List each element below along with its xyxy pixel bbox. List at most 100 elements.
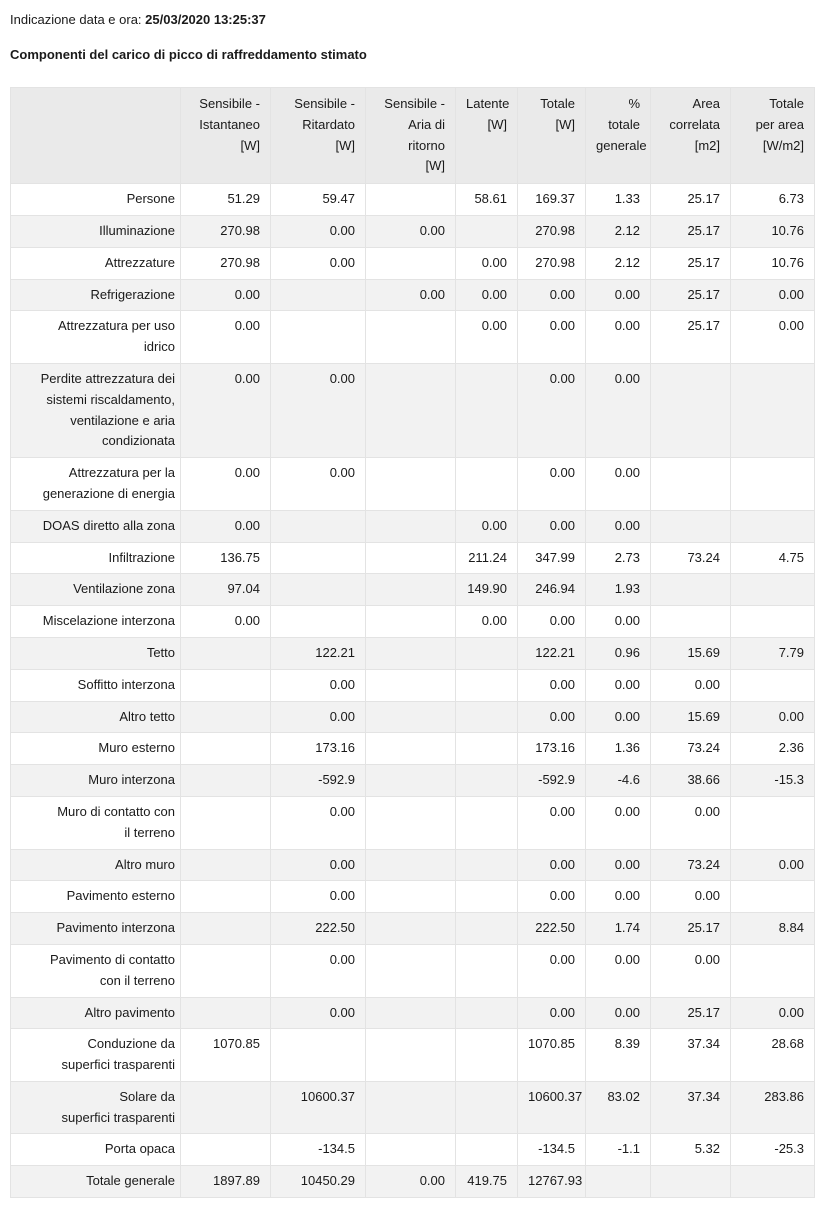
- column-header: Area correlata [m2]: [650, 86, 731, 185]
- column-header: [10, 86, 181, 185]
- cell-value: 0.00: [585, 362, 651, 459]
- cell-value: 0.00: [455, 246, 518, 280]
- cell-value: 0.00: [585, 509, 651, 543]
- cell-value: 10600.37: [517, 1080, 586, 1135]
- page-title: Componenti del carico di picco di raffre…: [10, 47, 367, 62]
- cell-value: [180, 1133, 271, 1167]
- cell-value: 58.61: [455, 183, 518, 216]
- row-label: Conduzione da superfici trasparenti: [10, 1028, 181, 1082]
- cell-value: [650, 457, 731, 511]
- cell-value: 0.00: [585, 996, 651, 1030]
- cell-value: 0.00: [180, 605, 271, 638]
- timestamp-label: Indicazione data e ora:: [10, 12, 142, 27]
- cell-value: 37.34: [650, 1080, 731, 1135]
- cell-value: 0.00: [585, 310, 651, 364]
- row-label: Muro interzona: [10, 764, 181, 797]
- cell-value: [270, 573, 366, 607]
- cell-value: 0.00: [730, 310, 815, 364]
- table-row: DOAS diretto alla zona 0.00 0.00 0.00 0.00: [10, 509, 815, 543]
- table-row: Attrezzatura per uso idrico 0.00 0.00 0.00 0…: [10, 310, 815, 364]
- cell-value: 122.21: [517, 636, 586, 670]
- cell-value: [455, 996, 518, 1030]
- table-row: Totale generale 1897.89 10450.29 0.00 419.75…: [10, 1165, 815, 1199]
- cell-value: 83.02: [585, 1080, 651, 1135]
- cell-value: 0.00: [585, 457, 651, 511]
- cell-value: [650, 362, 731, 459]
- cell-value: 0.00: [270, 700, 366, 734]
- cell-value: [365, 912, 456, 945]
- cell-value: [270, 278, 366, 312]
- cell-value: 10.76: [730, 214, 815, 248]
- cell-value: 12767.93: [517, 1165, 586, 1199]
- cell-value: [365, 943, 456, 998]
- table-row: Altro tetto 0.00 0.00 0.00 15.69 0.00: [10, 700, 815, 734]
- cell-value: 0.00: [455, 509, 518, 543]
- timestamp-line: Indicazione data e ora: 25/03/2020 13:25…: [10, 12, 814, 28]
- cell-value: 0.00: [270, 457, 366, 511]
- column-header: Totale per area [W/m2]: [730, 86, 815, 185]
- row-label: Ventilazione zona: [10, 573, 181, 607]
- cell-value: 0.00: [730, 700, 815, 734]
- cell-value: 0.00: [650, 880, 731, 914]
- cell-value: 73.24: [650, 848, 731, 882]
- row-label: Attrezzatura per la generazione di energ…: [10, 457, 181, 511]
- cell-value: 122.21: [270, 636, 366, 670]
- cell-value: 270.98: [180, 246, 271, 280]
- cell-value: 59.47: [270, 183, 366, 216]
- row-label: Pavimento interzona: [10, 912, 181, 945]
- table-row: Ventilazione zona 97.04 149.90 246.94 1.93: [10, 573, 815, 607]
- cell-value: -1.1: [585, 1133, 651, 1167]
- table-row: Pavimento di contatto con il terreno 0.00…: [10, 943, 815, 998]
- cell-value: 0.00: [517, 880, 586, 914]
- cell-value: [730, 668, 815, 702]
- cell-value: [365, 362, 456, 459]
- cell-value: 1.93: [585, 573, 651, 607]
- row-label: DOAS diretto alla zona: [10, 509, 181, 543]
- cell-value: [455, 1028, 518, 1082]
- column-header: % totale generale: [585, 86, 651, 185]
- cell-value: 0.00: [585, 880, 651, 914]
- cell-value: 222.50: [270, 912, 366, 945]
- cell-value: [455, 848, 518, 882]
- cell-value: 25.17: [650, 214, 731, 248]
- cell-value: 0.00: [180, 310, 271, 364]
- table-row: Pavimento interzona 222.50 222.50 1.74 25.17…: [10, 912, 815, 945]
- cell-value: [365, 996, 456, 1030]
- cell-value: [180, 795, 271, 850]
- cell-value: 0.00: [270, 943, 366, 998]
- row-label: Attrezzatura per uso idrico: [10, 310, 181, 364]
- row-label: Solare da superfici trasparenti: [10, 1080, 181, 1135]
- cell-value: 136.75: [180, 541, 271, 575]
- cell-value: 8.84: [730, 912, 815, 945]
- cell-value: 0.00: [585, 700, 651, 734]
- cell-value: 0.00: [650, 668, 731, 702]
- cell-value: 0.00: [270, 246, 366, 280]
- cell-value: 270.98: [517, 246, 586, 280]
- cell-value: [180, 943, 271, 998]
- cell-value: 0.00: [270, 362, 366, 459]
- cell-value: 7.79: [730, 636, 815, 670]
- cell-value: 0.00: [270, 214, 366, 248]
- table-row: Muro interzona -592.9 -592.9 -4.6 38.66 -15.3: [10, 764, 815, 797]
- cell-value: [650, 1165, 731, 1199]
- table-row: Miscelazione interzona 0.00 0.00 0.00 0.00: [10, 605, 815, 638]
- timestamp-value: 25/03/2020 13:25:37: [145, 12, 266, 27]
- cell-value: [365, 1133, 456, 1167]
- cell-value: 97.04: [180, 573, 271, 607]
- cell-value: [180, 848, 271, 882]
- cell-value: [730, 605, 815, 638]
- cell-value: [730, 795, 815, 850]
- cell-value: 15.69: [650, 700, 731, 734]
- cell-value: 2.12: [585, 214, 651, 248]
- cell-value: [365, 764, 456, 797]
- cell-value: [585, 1165, 651, 1199]
- cell-value: [730, 943, 815, 998]
- cell-value: [455, 912, 518, 945]
- cell-value: [455, 1080, 518, 1135]
- cell-value: 0.96: [585, 636, 651, 670]
- cell-value: 1.74: [585, 912, 651, 945]
- cell-value: 25.17: [650, 278, 731, 312]
- cell-value: 0.00: [585, 278, 651, 312]
- row-label: Muro esterno: [10, 732, 181, 766]
